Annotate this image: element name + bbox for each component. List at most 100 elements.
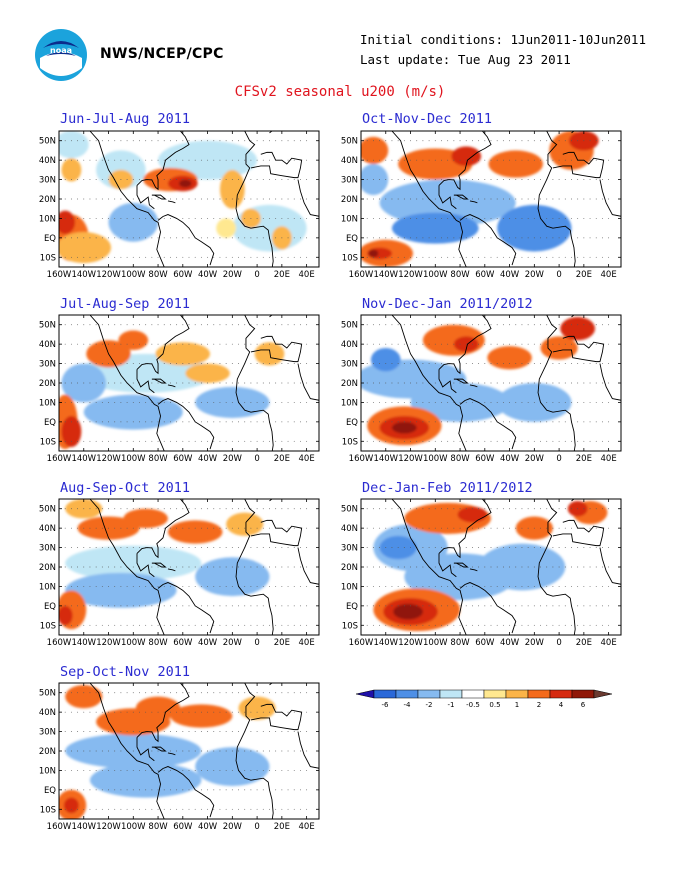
colorbar-label: 0.5 (489, 701, 500, 709)
anomaly-shading (59, 605, 73, 626)
lat-label: 20N (341, 379, 358, 389)
lon-label: 40E (601, 454, 617, 464)
panel-title-ndj: Nov-Dec-Jan 2011/2012 (362, 296, 533, 312)
map-panel-jja: 50N 40N 30N 20N 10N EQ 10S 160W 140W 120W 100W 80W 6… (24, 127, 324, 280)
lon-label: 20W (223, 270, 243, 280)
lon-label: 60W (475, 454, 495, 464)
lon-label: 40E (299, 270, 315, 280)
coastline (136, 369, 155, 394)
lat-label: 50N (39, 505, 56, 515)
coastline (151, 378, 167, 384)
panel-title-ond: Oct-Nov-Dec 2011 (362, 111, 493, 127)
anomaly-shading (232, 204, 307, 252)
lat-label: 40N (341, 156, 358, 166)
lon-label: 40W (500, 638, 520, 648)
lon-label: 140W (71, 638, 96, 648)
coastline (167, 568, 176, 572)
coastline (250, 151, 303, 179)
lat-label: 50N (39, 137, 56, 147)
map-panel-djf: 50N 40N 30N 20N 10N EQ 10S 160W 140W 120W 100W 80W 6… (326, 495, 626, 648)
lon-label: 40W (198, 638, 218, 648)
lon-label: 20E (576, 454, 592, 464)
lon-label: 20W (223, 638, 243, 648)
colorbar-swatch (505, 689, 529, 699)
anomaly-shading (155, 342, 211, 366)
coastline (235, 683, 274, 819)
map-panel-ndj: 50N 40N 30N 20N 10N EQ 10S 160W 140W 120W 100W 80W 6… (326, 311, 626, 464)
panel-title-djf: Dec-Jan-Feb 2011/2012 (362, 480, 533, 496)
coastline (438, 499, 492, 559)
lon-label: 0 (556, 638, 561, 648)
map-panel-ond: 50N 40N 30N 20N 10N EQ 10S 160W 140W 120W 100W 80W 6… (326, 127, 626, 280)
coastline (453, 378, 469, 384)
lon-label: 40W (500, 270, 520, 280)
noaa-logo-icon: noaa (35, 29, 87, 81)
lat-label: 40N (39, 156, 56, 166)
lat-label: 10S (40, 805, 56, 815)
coastline (459, 582, 517, 634)
coastline (151, 746, 167, 752)
lon-label: 60W (173, 454, 193, 464)
coastline (552, 151, 605, 179)
grid-dots (361, 324, 610, 442)
colorbar-swatch (355, 689, 375, 699)
lon-label: 80W (148, 822, 168, 832)
coastline (390, 315, 467, 451)
panel-title-jas: Jul-Aug-Sep 2011 (60, 296, 191, 312)
anomaly-shading (361, 136, 389, 165)
lat-label: 10N (39, 214, 56, 224)
coastline (136, 737, 155, 762)
coastline (438, 131, 492, 191)
svg-text:noaa: noaa (50, 46, 72, 55)
colorbar-label: 2 (537, 701, 541, 709)
coastline (136, 683, 190, 743)
coastline (599, 179, 621, 229)
coastline (297, 731, 319, 781)
lat-label: EQ (44, 602, 56, 612)
colorbar-swatch (527, 689, 551, 699)
lat-label: 20N (39, 747, 56, 757)
lon-label: 100W (423, 638, 448, 648)
anomaly-shading (185, 363, 230, 383)
lon-label: 160W (349, 638, 374, 648)
coastline (297, 547, 319, 597)
anomaly-shading (361, 164, 389, 196)
coastline (469, 568, 478, 572)
lon-label: 20E (274, 454, 290, 464)
lat-label: 50N (341, 321, 358, 331)
anomaly-shading (118, 330, 149, 350)
coastline (297, 363, 319, 413)
anomaly-shading (59, 210, 76, 234)
coastline (297, 179, 319, 229)
lat-label: 40N (39, 340, 56, 350)
anomaly-shading (59, 232, 111, 264)
anomaly-shading (560, 316, 595, 341)
lon-label: 120W (398, 454, 423, 464)
lon-label: 80W (148, 454, 168, 464)
lon-label: 140W (373, 270, 398, 280)
anomaly-shading (451, 146, 482, 166)
lon-label: 20W (223, 454, 243, 464)
coastline (195, 485, 207, 491)
anomaly-shading (238, 696, 276, 720)
lat-label: EQ (44, 418, 56, 428)
colorbar-label: -6 (382, 701, 390, 709)
coastline (390, 499, 467, 635)
grid-dots (59, 692, 308, 810)
lon-label: 140W (71, 270, 96, 280)
panel-title-son: Sep-Oct-Nov 2011 (60, 664, 191, 680)
lon-label: 0 (254, 638, 259, 648)
lat-label: 30N (341, 360, 358, 370)
coastline (453, 194, 469, 200)
lon-label: 0 (254, 822, 259, 832)
lat-label: 30N (39, 360, 56, 370)
anomaly-shading (179, 179, 192, 188)
coastline (151, 194, 167, 200)
lat-label: 10N (341, 214, 358, 224)
anomaly-shading (219, 169, 245, 209)
coastline (136, 131, 190, 191)
lat-label: 50N (39, 689, 56, 699)
map-panel-aso: 50N 40N 30N 20N 10N EQ 10S 160W 140W 120W 100W 80W 6… (24, 495, 324, 648)
lat-label: 10S (342, 437, 358, 447)
anomaly-shading (123, 508, 168, 529)
